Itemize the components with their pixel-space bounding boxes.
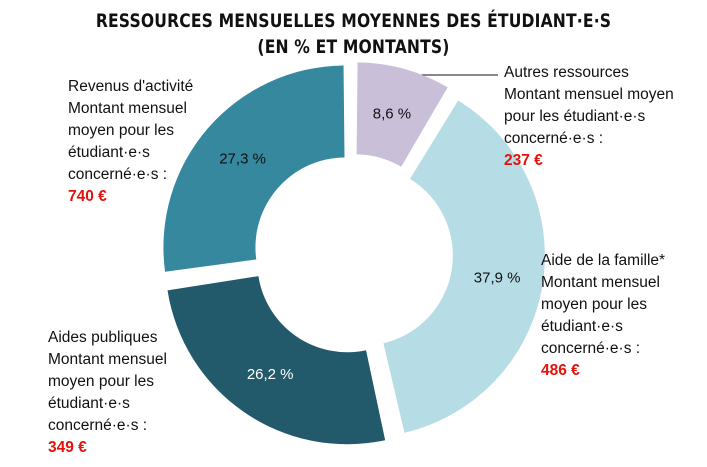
label-revenus-activite: Revenus d'activité Montant mensuel moyen… (68, 76, 193, 208)
slice-revenus-activite (163, 65, 345, 272)
label-revenus-line2: Montant mensuel (68, 100, 187, 117)
label-autres-ressources: Autres ressources Montant mensuel moyen … (504, 62, 674, 172)
label-aides-name: Aides publiques (48, 329, 158, 346)
slice-aide-famille-value-label: 37,9 % (474, 269, 521, 286)
label-famille-line3: moyen pour les (541, 296, 647, 313)
label-autres-line4: concerné·e·s : (504, 130, 604, 147)
label-autres-line2: Montant mensuel moyen (504, 86, 674, 103)
label-aides-amount: 349 € (48, 439, 87, 456)
label-famille-line2: Montant mensuel (541, 274, 660, 291)
slice-revenus-activite-value-label: 27,3 % (219, 150, 266, 167)
label-famille-name: Aide de la famille* (541, 252, 666, 269)
label-aides-line4: étudiant·e·s (48, 395, 130, 412)
label-revenus-line5: concerné·e·s : (68, 166, 168, 183)
label-revenus-name: Revenus d'activité (68, 78, 194, 95)
label-aides-publiques: Aides publiques Montant mensuel moyen po… (48, 327, 167, 459)
slice-aides-publiques (167, 276, 386, 445)
label-autres-amount: 237 € (504, 152, 543, 169)
label-famille-amount: 486 € (541, 362, 580, 379)
label-aide-famille: Aide de la famille* Montant mensuel moye… (541, 250, 665, 382)
label-autres-line3: pour les étudiant·e·s (504, 108, 646, 125)
label-autres-name: Autres ressources (504, 64, 629, 81)
slice-autres-ressources (356, 62, 448, 167)
slice-aide-famille (383, 100, 545, 433)
label-revenus-amount: 740 € (68, 188, 107, 205)
label-famille-line4: étudiant·e·s (541, 318, 623, 335)
slice-aides-publiques-value-label: 26,2 % (247, 366, 294, 383)
label-revenus-line4: étudiant·e·s (68, 144, 150, 161)
chart-title-line2: (EN % ET MONTANTS) (257, 36, 450, 58)
label-famille-line5: concerné·e·s : (541, 340, 641, 357)
chart-title-line1: RESSOURCES MENSUELLES MOYENNES DES ÉTUDI… (95, 10, 612, 32)
label-aides-line2: Montant mensuel (48, 351, 167, 368)
slice-autres-ressources-value-label: 8,6 % (373, 105, 411, 122)
label-revenus-line3: moyen pour les (68, 122, 174, 139)
label-aides-line5: concerné·e·s : (48, 417, 148, 434)
label-aides-line3: moyen pour les (48, 373, 154, 390)
